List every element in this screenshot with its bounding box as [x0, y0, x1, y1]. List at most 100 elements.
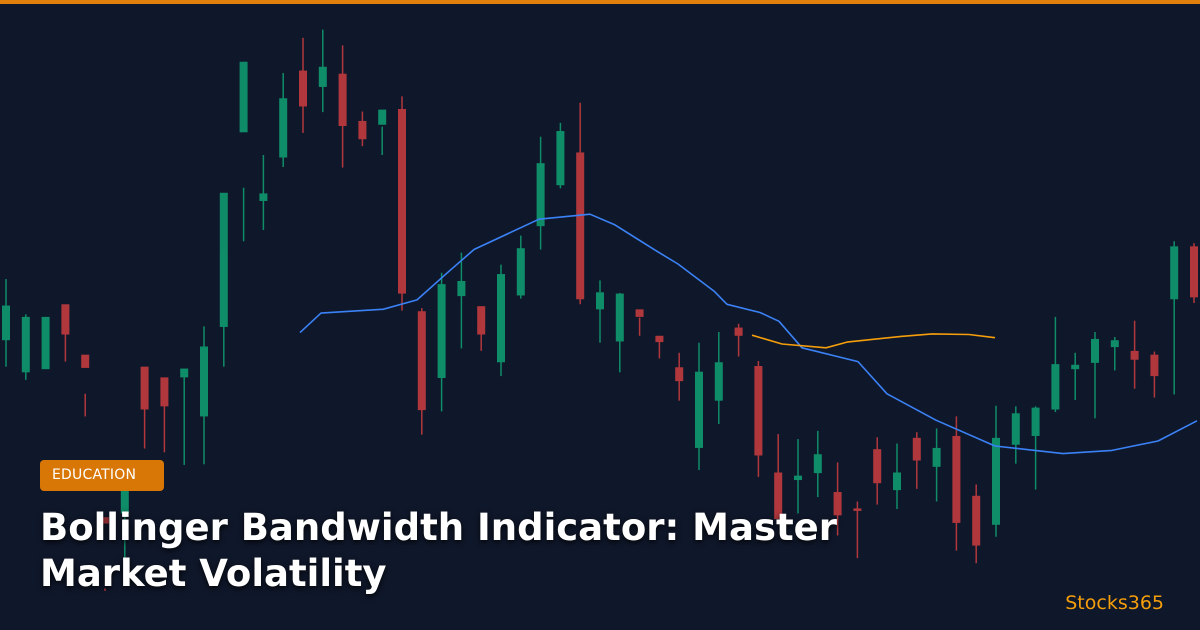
- candle-body: [338, 73, 347, 126]
- candle: [61, 304, 70, 362]
- candle-body: [1130, 350, 1139, 360]
- candle: [873, 437, 882, 505]
- candle-body: [120, 483, 129, 514]
- candle: [675, 352, 684, 401]
- candle-body: [635, 309, 644, 317]
- category-badge[interactable]: EDUCATION: [40, 460, 164, 491]
- candle-body: [61, 304, 70, 335]
- candle: [596, 280, 604, 343]
- candle-body: [794, 475, 802, 481]
- candle-body: [200, 346, 208, 417]
- candle-body: [477, 306, 486, 335]
- candle-body: [1190, 246, 1198, 298]
- candle-body: [180, 368, 189, 378]
- candle: [992, 405, 1000, 537]
- candle: [398, 96, 406, 311]
- candle-body: [2, 305, 10, 341]
- candle-body: [833, 492, 842, 516]
- candle: [2, 279, 10, 367]
- candle: [714, 332, 723, 424]
- candle-body: [893, 472, 901, 491]
- candle-body: [695, 371, 703, 448]
- candle: [318, 29, 327, 113]
- candle-body: [140, 366, 149, 410]
- candle: [576, 102, 585, 305]
- top-accent-bar: [0, 0, 1200, 4]
- candle-body: [912, 437, 921, 461]
- candle: [1091, 332, 1099, 419]
- candle-body: [417, 311, 426, 411]
- candle-body: [1110, 340, 1119, 348]
- candle-body: [1091, 338, 1099, 363]
- candle: [140, 366, 149, 449]
- candle-body: [1071, 364, 1080, 370]
- candle-body: [952, 435, 961, 523]
- candle: [1071, 352, 1080, 401]
- brand-logo: Stocks365: [1065, 592, 1164, 614]
- candle: [1011, 406, 1020, 464]
- candle: [833, 462, 842, 536]
- candle-body: [239, 61, 248, 133]
- candle: [200, 326, 208, 465]
- candle: [536, 136, 545, 250]
- article-headline: Bollinger Bandwidth Indicator: Master Ma…: [40, 506, 838, 595]
- candle: [556, 122, 565, 189]
- candle-body: [734, 327, 743, 336]
- candle: [1170, 241, 1179, 395]
- candle: [299, 37, 307, 133]
- candle: [338, 45, 347, 168]
- bollinger-middle-band-line: [299, 213, 1198, 455]
- candle: [219, 192, 228, 367]
- candle: [21, 314, 30, 380]
- candle: [1051, 316, 1060, 413]
- candle-body: [41, 316, 50, 370]
- candle-body: [972, 495, 981, 546]
- candle-body: [457, 280, 466, 297]
- candle: [774, 434, 783, 520]
- candle: [358, 111, 367, 147]
- candle: [41, 316, 50, 370]
- candle: [635, 309, 644, 336]
- candle-body: [81, 354, 90, 368]
- candle-body: [536, 163, 545, 227]
- candle-body: [318, 66, 327, 87]
- candle-body: [437, 284, 446, 378]
- candle-body: [259, 193, 268, 201]
- candle: [417, 308, 426, 435]
- candle: [180, 368, 189, 465]
- candle: [477, 306, 486, 351]
- candle: [1130, 320, 1139, 389]
- candle: [912, 432, 921, 489]
- candle: [952, 416, 961, 551]
- candle-body: [299, 70, 307, 107]
- candle-body: [1170, 246, 1179, 300]
- bandwidth-line: [751, 333, 996, 349]
- candle: [378, 109, 387, 155]
- candle-body: [615, 293, 624, 342]
- candle: [259, 154, 268, 230]
- candle-body: [378, 109, 387, 125]
- candle: [1150, 351, 1159, 398]
- candle: [1031, 406, 1040, 490]
- candle-body: [1031, 407, 1040, 436]
- candle: [120, 483, 129, 562]
- candle-body: [655, 335, 664, 343]
- candle: [437, 272, 446, 412]
- candle: [497, 264, 505, 377]
- candle: [932, 428, 941, 502]
- candle-body: [714, 362, 723, 401]
- candle: [81, 354, 90, 417]
- candle: [655, 335, 664, 359]
- candle-body: [853, 508, 862, 511]
- candle: [813, 430, 822, 498]
- candle-body: [675, 367, 684, 382]
- candle-body: [1011, 413, 1020, 445]
- candle-body: [873, 449, 882, 484]
- candle-body: [219, 192, 228, 327]
- candle-body: [774, 472, 783, 520]
- candle: [695, 342, 703, 470]
- candle-body: [398, 108, 406, 294]
- candle-body: [279, 98, 288, 158]
- candle: [754, 360, 763, 477]
- candle-body: [1051, 364, 1060, 410]
